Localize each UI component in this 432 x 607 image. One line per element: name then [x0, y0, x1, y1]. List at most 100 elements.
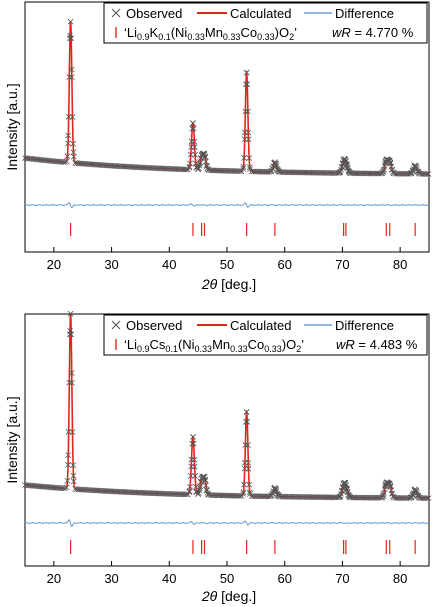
observed-point — [68, 74, 75, 81]
legend-observed-marker — [111, 320, 121, 330]
observed-point — [69, 429, 76, 435]
observed-point — [425, 495, 432, 502]
difference-curve — [24, 519, 430, 527]
observed-point — [67, 310, 74, 317]
observed-point — [388, 487, 395, 494]
observed-point — [343, 161, 350, 168]
observed-point — [247, 166, 253, 172]
x-axis-label: 2θ [deg.] — [201, 588, 256, 604]
legend: Observed Calculated Difference ‘Li0.9K0.… — [103, 2, 428, 44]
observed-point — [191, 144, 198, 151]
observed-point — [202, 153, 208, 160]
observed-point — [416, 494, 423, 501]
observed-point — [243, 418, 249, 425]
legend-difference-label: Difference — [335, 318, 394, 333]
observed-point — [240, 490, 247, 497]
observed-points — [22, 310, 432, 502]
observed-point — [63, 484, 70, 491]
observed-point — [337, 493, 344, 499]
observed-point — [276, 168, 282, 175]
legend-observed-label: Observed — [126, 6, 182, 21]
observed-point — [347, 169, 353, 176]
observed-point — [274, 490, 281, 497]
observed-point — [192, 151, 198, 158]
legend-calculated-label: Calculated — [230, 318, 291, 333]
observed-point — [243, 409, 250, 415]
observed-point — [190, 433, 196, 440]
observed-point — [203, 487, 210, 494]
observed-point — [416, 170, 423, 177]
observed-point — [245, 465, 252, 472]
legend-phase-label: ‘Li0.9Cs0.1(Ni0.33Mn0.33Co0.33)O2’ — [124, 337, 304, 354]
observed-point — [204, 490, 211, 496]
y-axis-label: Intensity [a.u.] — [4, 83, 20, 170]
legend-box — [103, 2, 428, 44]
x-tick-label: 60 — [277, 257, 291, 272]
observed-point — [345, 167, 352, 174]
observed-point — [390, 170, 397, 177]
observed-point — [377, 494, 383, 501]
legend-observed-label: Observed — [126, 318, 182, 333]
observed-point — [191, 138, 198, 145]
observed-point — [245, 459, 252, 466]
observed-point — [388, 163, 395, 170]
observed-point — [70, 462, 77, 469]
x-axis-label: 2θ [deg.] — [201, 276, 256, 292]
x-tick-label: 70 — [335, 257, 349, 272]
observed-point — [246, 164, 253, 170]
x-tick-label: 30 — [104, 571, 118, 586]
series-layer — [22, 18, 432, 236]
observed-point — [64, 477, 71, 484]
observed-point — [192, 473, 198, 479]
observed-point — [63, 158, 70, 165]
calculated-profile-line — [24, 21, 429, 175]
observed-point — [241, 155, 247, 161]
legend-box — [103, 314, 428, 356]
observed-point — [268, 492, 275, 499]
x-tick-label: 80 — [393, 257, 407, 272]
observed-point — [245, 108, 251, 115]
observed-point — [338, 164, 345, 171]
observed-point — [423, 171, 430, 177]
observed-point — [425, 171, 432, 177]
observed-point — [64, 153, 71, 160]
observed-point — [204, 165, 211, 172]
observed-point — [190, 120, 196, 127]
observed-point — [240, 165, 247, 172]
observed-point — [244, 81, 251, 88]
observed-point — [408, 493, 415, 500]
observed-point — [240, 489, 247, 496]
x-tick-label: 20 — [47, 571, 61, 586]
observed-point — [347, 494, 353, 501]
observed-point — [408, 169, 415, 176]
x-tick-label: 70 — [335, 571, 349, 586]
observed-point — [245, 136, 252, 143]
observed-point — [190, 440, 197, 447]
x-tick-label: 30 — [104, 257, 118, 272]
observed-point — [242, 108, 249, 115]
observed-point — [189, 440, 196, 447]
observed-point — [65, 132, 72, 139]
legend: Observed Calculated Difference ‘Li0.9Cs0… — [103, 314, 428, 356]
observed-point — [205, 166, 211, 173]
observed-point — [68, 66, 75, 73]
observed-point — [191, 456, 198, 463]
observed-point — [187, 160, 193, 167]
x-tick-label: 50 — [220, 571, 234, 586]
x-ticks: 20 30 40 50 60 70 80 — [47, 247, 407, 272]
observed-point — [65, 140, 71, 147]
observed-point — [70, 140, 77, 147]
observed-point — [414, 492, 421, 499]
observed-point — [380, 166, 387, 173]
observed-point — [187, 483, 193, 490]
observed-point — [61, 159, 68, 166]
observed-point — [66, 379, 73, 386]
observed-point — [268, 167, 275, 174]
observed-point — [68, 370, 75, 376]
observed-point — [60, 485, 66, 492]
observed-point — [189, 125, 196, 132]
observed-point — [70, 153, 77, 160]
observed-point — [67, 18, 74, 25]
observed-point — [387, 160, 394, 167]
